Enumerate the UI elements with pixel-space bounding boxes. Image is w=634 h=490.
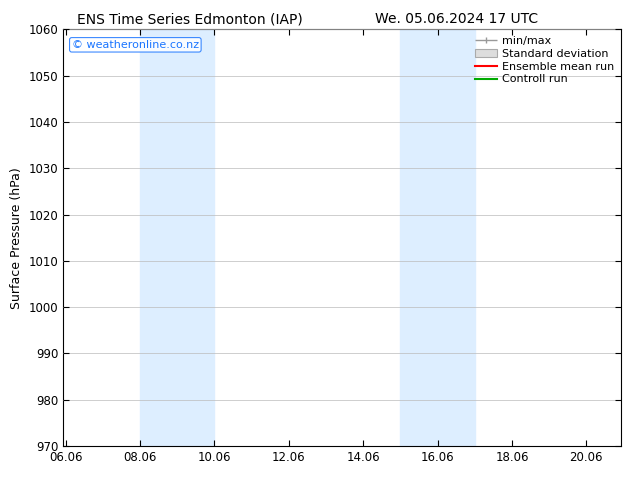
Text: We. 05.06.2024 17 UTC: We. 05.06.2024 17 UTC [375, 12, 538, 26]
Legend: min/max, Standard deviation, Ensemble mean run, Controll run: min/max, Standard deviation, Ensemble me… [471, 33, 618, 88]
Bar [140, 29, 214, 446]
Text: © weatheronline.co.nz: © weatheronline.co.nz [72, 40, 199, 50]
Bar [401, 29, 475, 446]
Text: ENS Time Series Edmonton (IAP): ENS Time Series Edmonton (IAP) [77, 12, 303, 26]
Y-axis label: Surface Pressure (hPa): Surface Pressure (hPa) [10, 167, 23, 309]
